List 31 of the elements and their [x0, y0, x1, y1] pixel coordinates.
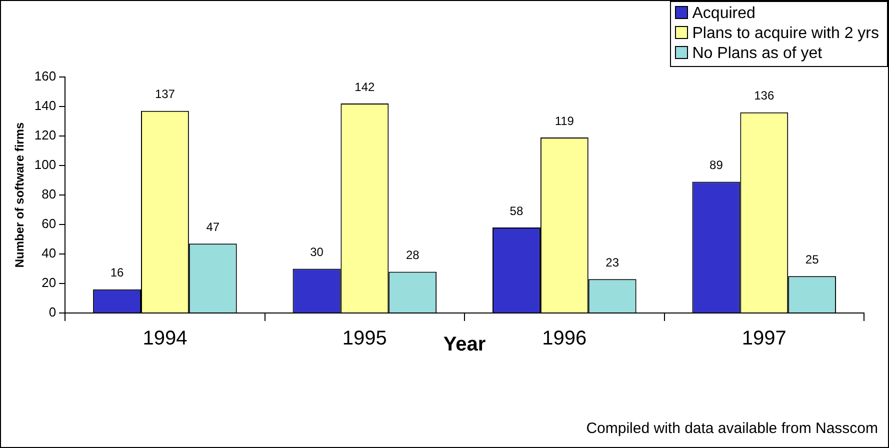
- y-tick-label: 0: [48, 304, 56, 320]
- y-tick-label: 120: [34, 128, 56, 143]
- data-label: 58: [510, 204, 524, 218]
- legend-label: No Plans as of yet: [691, 44, 824, 64]
- y-tick-label: 160: [34, 68, 56, 84]
- data-label: 28: [406, 248, 420, 262]
- data-label: 30: [310, 245, 324, 260]
- y-tick-label: 40: [42, 246, 56, 261]
- data-label: 23: [606, 255, 620, 270]
- data-label: 89: [710, 158, 724, 172]
- data-label: 142: [354, 80, 376, 94]
- legend-label: Acquired: [691, 4, 756, 24]
- y-tick-label: 100: [34, 157, 56, 172]
- data-label: 16: [110, 266, 124, 280]
- y-tick-label: 60: [42, 216, 56, 232]
- text: Compiled with data available from Nasscom: [586, 420, 878, 437]
- data-label: 136: [754, 88, 774, 103]
- data-label: 137: [154, 87, 176, 102]
- data-label: 47: [206, 220, 220, 234]
- data-label: 25: [805, 252, 820, 266]
- y-tick-label: 80: [42, 186, 56, 202]
- y-tick-label: 140: [34, 98, 56, 114]
- y-axis-title: Number of software firms: [12, 122, 27, 268]
- data-label: 119: [554, 114, 574, 128]
- x-tick-label: 1994: [142, 328, 188, 350]
- x-axis-title: Year: [443, 334, 486, 356]
- y-tick-label: 20: [42, 275, 56, 290]
- x-tick-label: 1996: [542, 328, 587, 350]
- x-tick-label: 1995: [342, 328, 387, 350]
- x-tick-label: 1997: [742, 328, 786, 350]
- legend-label: Plans to acquire with 2 yrs: [691, 24, 879, 44]
